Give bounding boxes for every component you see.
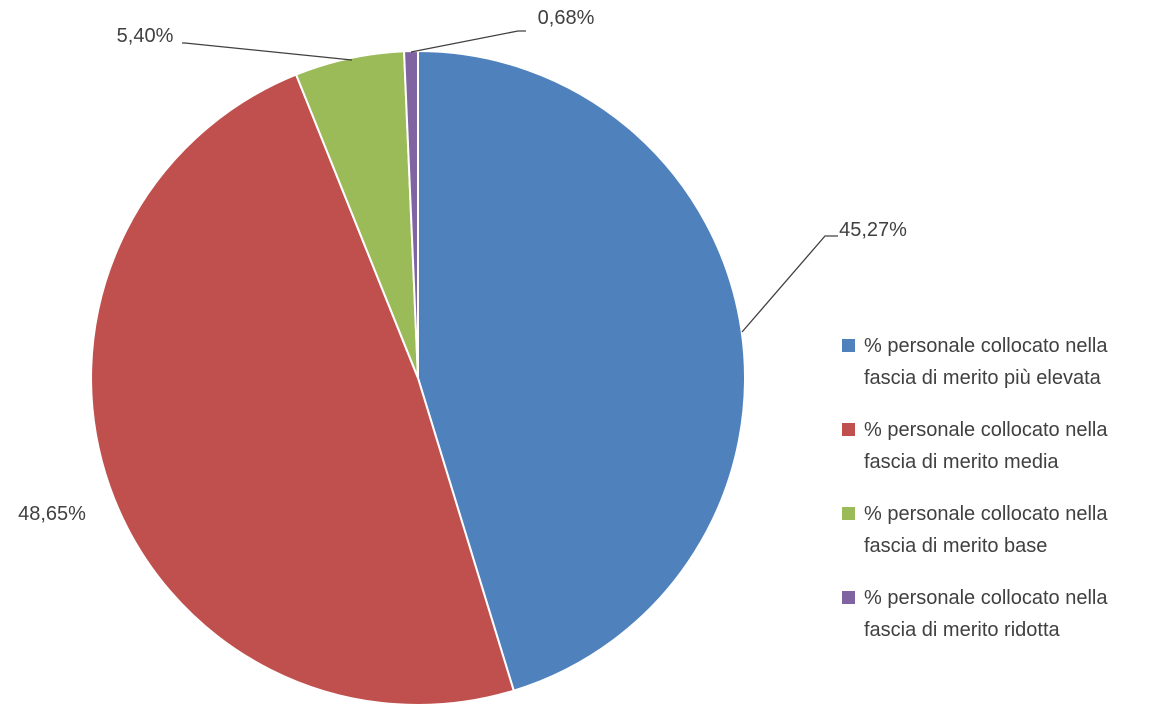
legend-label: % personale collocato nella fascia di me… (864, 503, 1108, 557)
legend-label: % personale collocato nella fascia di me… (864, 335, 1108, 389)
legend-item: % personale collocato nella fascia di me… (842, 330, 1162, 394)
data-label: 0,68% (538, 7, 595, 29)
legend-item: % personale collocato nella fascia di me… (842, 414, 1162, 478)
data-label: 5,40% (117, 25, 174, 47)
leader-line (410, 30, 526, 53)
slice-piu-elevata (417, 49, 746, 692)
legend-swatch (842, 591, 855, 604)
legend-label: % personale collocato nella fascia di me… (864, 419, 1108, 473)
legend-item: % personale collocato nella fascia di me… (842, 498, 1162, 562)
data-label: 45,27% (839, 219, 907, 241)
data-labels: 45,27% 48,65% 5,40% 0,68% (18, 7, 907, 525)
legend-swatch (842, 423, 855, 436)
leader-line (182, 42, 353, 61)
data-label: 48,65% (18, 503, 86, 525)
slice-media (90, 73, 516, 706)
leader-line (741, 235, 838, 333)
legend-swatch (842, 339, 855, 352)
legend-item: % personale collocato nella fascia di me… (842, 582, 1162, 646)
legend-label: % personale collocato nella fascia di me… (864, 587, 1108, 641)
legend-swatch (842, 507, 855, 520)
pie-slices (90, 49, 746, 706)
legend: % personale collocato nella fascia di me… (842, 330, 1162, 666)
leader-lines (182, 30, 838, 333)
